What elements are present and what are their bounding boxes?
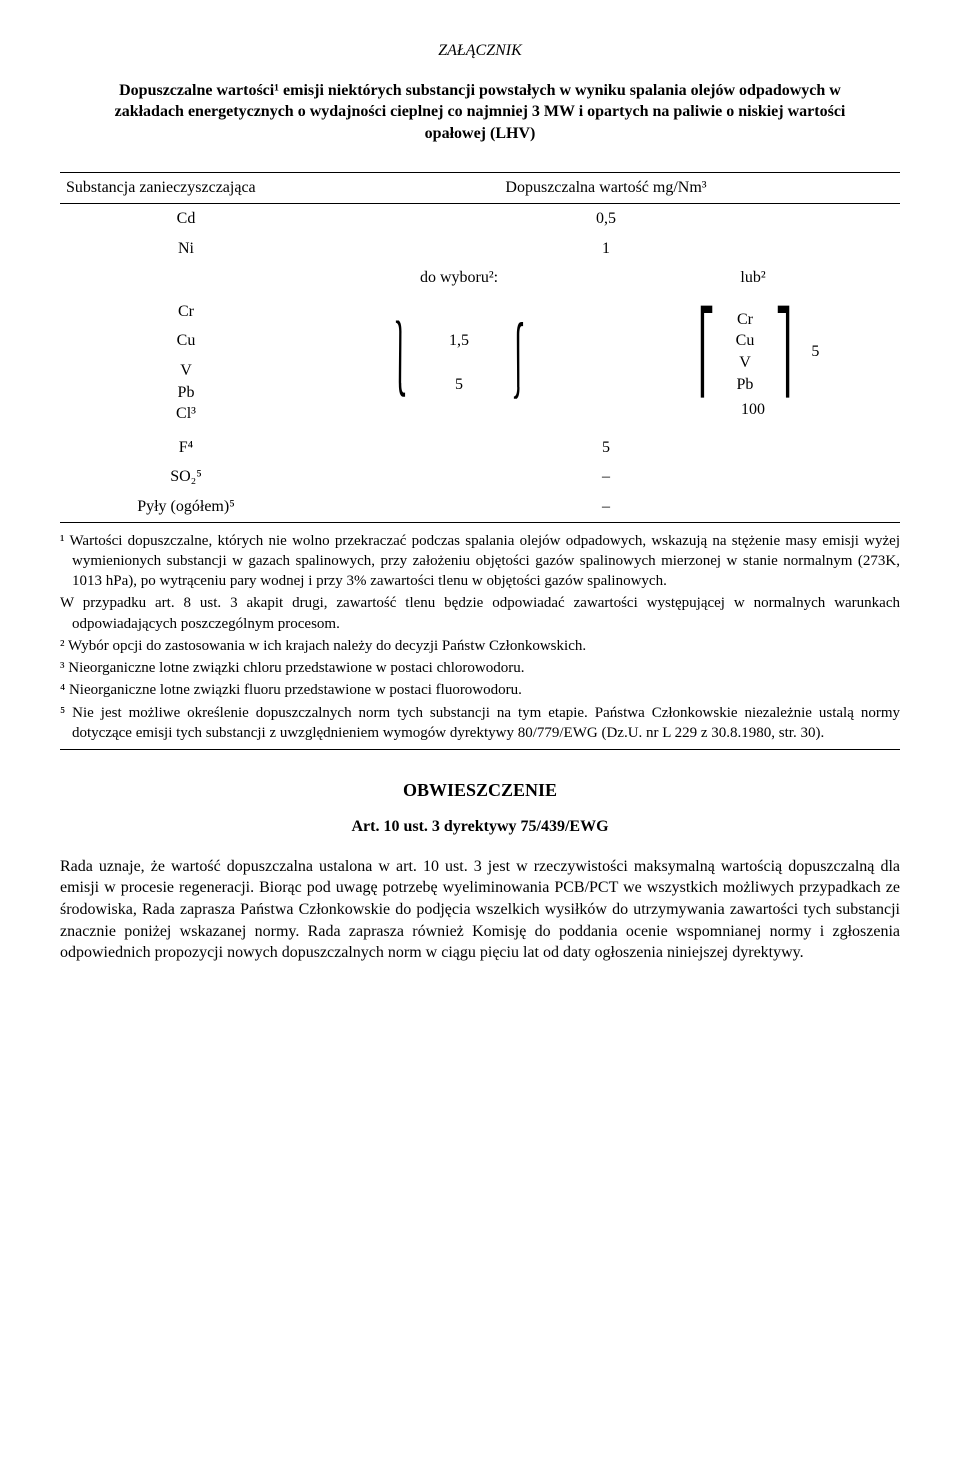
brace-icon: ⎱: [382, 330, 417, 395]
header-value: Dopuszczalna wartość mg/Nm³: [312, 173, 900, 204]
row-so2-val: –: [312, 462, 900, 492]
cu-label: Cu: [76, 330, 296, 352]
row-cd: Cd: [60, 203, 312, 233]
attachment-label: ZAŁĄCZNIK: [60, 40, 900, 62]
emissions-table: Substancja zanieczyszczająca Dopuszczaln…: [60, 172, 900, 522]
r-cr: Cr: [736, 309, 755, 331]
pb-label: Pb: [76, 382, 296, 404]
row-dust-val: –: [312, 492, 900, 522]
cl3-label: Cl³: [76, 403, 296, 425]
notice-body: Rada uznaje, że wartość dopuszczalna ust…: [60, 856, 900, 964]
v-label: V: [76, 360, 296, 382]
lub-label: lub²: [606, 263, 900, 293]
footnote-5: ⁵ Nie jest możliwe określenie dopuszczal…: [60, 703, 900, 744]
r-pb: Pb: [736, 374, 755, 396]
left-val-1: 1,5: [449, 330, 469, 352]
brace-icon: ⎤: [775, 319, 793, 384]
left-val-2: 5: [449, 374, 469, 396]
footnote-1b: W przypadku art. 8 ust. 3 akapit drugi, …: [60, 593, 900, 634]
page-title: Dopuszczalne wartości¹ emisji niektórych…: [100, 80, 860, 145]
footnote-2: ² Wybór opcji do zastosowania w ich kraj…: [60, 636, 900, 656]
notice-subheading: Art. 10 ust. 3 dyrektywy 75/439/EWG: [60, 816, 900, 838]
r-cu: Cu: [736, 330, 755, 352]
choice-label: do wyboru²:: [312, 263, 606, 293]
divider: [60, 749, 900, 750]
row-dust: Pyły (ogółem)⁵: [60, 492, 312, 522]
row-f4: F⁴: [60, 433, 312, 463]
row-ni: Ni: [60, 234, 312, 264]
footnote-1: ¹ Wartości dopuszczalne, których nie wol…: [60, 531, 900, 592]
r-v: V: [736, 352, 755, 374]
footnotes: ¹ Wartości dopuszczalne, których nie wol…: [60, 531, 900, 744]
row-ni-val: 1: [312, 234, 900, 264]
cr-label: Cr: [76, 301, 296, 323]
footnote-4: ⁴ Nieorganiczne lotne związki fluoru prz…: [60, 680, 900, 700]
right-val-1: 5: [803, 341, 819, 363]
footnote-3: ³ Nieorganiczne lotne związki chloru prz…: [60, 658, 900, 678]
brace-icon: ⎡: [697, 319, 715, 384]
row-cd-val: 0,5: [312, 203, 900, 233]
header-substance: Substancja zanieczyszczająca: [60, 173, 312, 204]
cl3-val: 100: [612, 399, 894, 421]
row-so2: SO₂⁵: [60, 462, 312, 492]
row-f4-val: 5: [312, 433, 900, 463]
brace-icon: ⎰: [500, 330, 535, 395]
notice-heading: OBWIESZCZENIE: [60, 778, 900, 802]
